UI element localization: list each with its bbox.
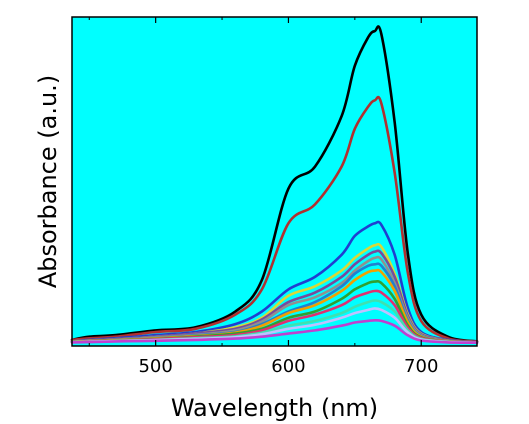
x-tick-label-600: 600 [271,356,305,377]
x-axis-title: Wavelength (nm) [171,394,378,422]
plot-frame [71,16,478,347]
series-line-1 [70,25,479,343]
series-layer [70,25,479,344]
tick-layer: 500 600 700 [88,17,438,377]
x-tick-label-700: 700 [404,356,438,377]
x-tick-label-500: 500 [138,356,172,377]
series-line-2 [70,95,479,343]
y-axis-title: Absorbance (a.u.) [34,75,62,288]
plot-area [72,17,477,346]
series-line-3 [70,220,479,344]
